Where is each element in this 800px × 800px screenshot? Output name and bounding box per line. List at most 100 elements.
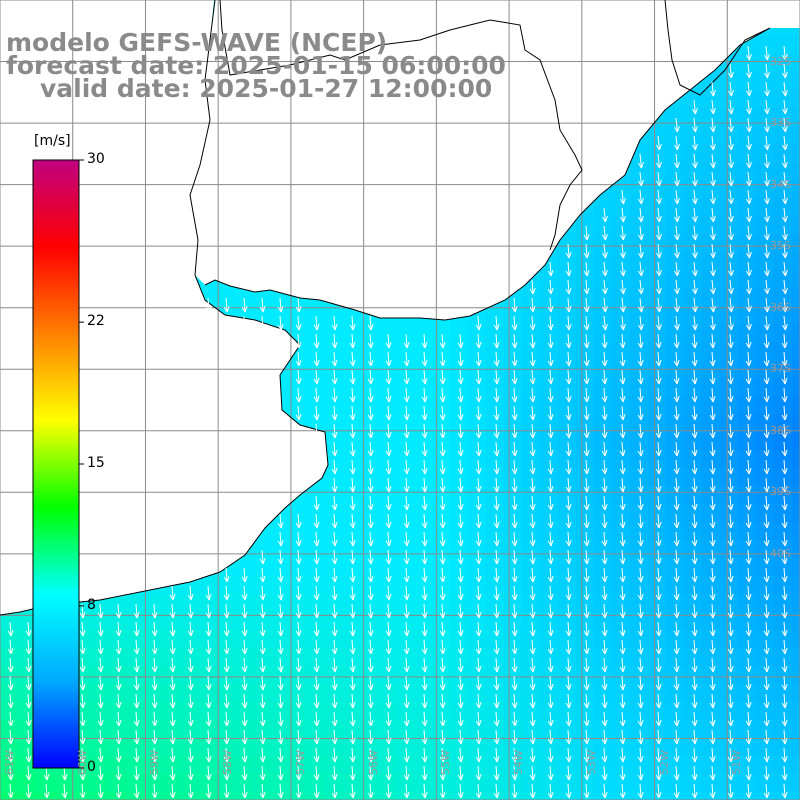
wind-arrow [746, 81, 752, 97]
wind-arrow [385, 585, 392, 601]
wind-arrow [349, 657, 356, 673]
wind-arrow [259, 549, 266, 565]
wind-speed-cell [702, 720, 721, 739]
wind-speed-cell [576, 522, 595, 541]
wind-speed-cell [414, 720, 433, 739]
wind-arrow [403, 765, 410, 781]
wind-arrow [403, 783, 410, 799]
wind-arrow [709, 459, 716, 475]
wind-speed-cell [738, 558, 757, 577]
wind-arrow [349, 315, 356, 331]
wind-arrow [277, 657, 284, 673]
wind-arrow [692, 189, 698, 205]
wind-speed-cell [720, 342, 739, 361]
wind-arrow [619, 333, 626, 349]
wind-arrow [115, 657, 122, 673]
wind-arrow [709, 531, 716, 547]
wind-speed-cell [306, 504, 325, 523]
wind-arrow [43, 783, 50, 799]
wind-speed-cell [414, 594, 433, 613]
wind-speed-cell [792, 576, 800, 595]
wind-speed-cell [648, 198, 667, 217]
wind-arrow [637, 621, 644, 637]
wind-arrow [709, 693, 716, 709]
wind-speed-cell [702, 702, 721, 721]
wind-arrow [656, 153, 662, 169]
wind-arrow [187, 711, 194, 727]
wind-speed-cell [702, 270, 721, 289]
wind-arrow [439, 441, 446, 457]
wind-speed-cell [612, 342, 631, 361]
wind-speed-cell [666, 486, 685, 505]
wind-arrow [781, 657, 788, 673]
wind-arrow [205, 621, 212, 637]
wind-arrow [367, 549, 374, 565]
wind-speed-cell [414, 576, 433, 595]
wind-arrow [655, 675, 662, 691]
wind-speed-cell [252, 648, 271, 667]
wind-arrow [475, 783, 482, 799]
wind-arrow [529, 351, 536, 367]
wind-arrow [601, 369, 608, 385]
wind-arrow [511, 567, 518, 583]
wind-arrow [367, 441, 374, 457]
wind-arrow [295, 405, 302, 421]
wind-arrow [565, 675, 572, 691]
wind-speed-cell [666, 234, 685, 253]
wind-arrow [728, 279, 734, 295]
wind-speed-cell [486, 594, 505, 613]
wind-speed-cell [0, 756, 19, 775]
wind-speed-cell [558, 450, 577, 469]
wind-speed-cell [594, 558, 613, 577]
wind-speed-cell [450, 324, 469, 343]
wind-arrow [403, 333, 410, 349]
wind-arrow [781, 639, 788, 655]
wind-speed-cell [288, 774, 307, 793]
wind-arrow [97, 675, 104, 691]
wind-speed-cell [774, 90, 793, 109]
colorbar-tick-label: 8 [87, 596, 96, 613]
wind-speed-cell [540, 666, 559, 685]
wind-speed-cell [702, 234, 721, 253]
wind-arrow [25, 675, 32, 691]
wind-arrow [439, 585, 446, 601]
wind-speed-cell [738, 684, 757, 703]
wind-speed-cell [756, 342, 775, 361]
wind-speed-cell [756, 774, 775, 793]
wind-speed-cell [414, 774, 433, 793]
wind-speed-cell [648, 486, 667, 505]
wind-arrow [331, 477, 338, 493]
wind-speed-cell [162, 612, 181, 631]
wind-arrow [133, 675, 140, 691]
wind-speed-cell [558, 270, 577, 289]
wind-arrow [781, 477, 788, 493]
wind-arrow [475, 441, 482, 457]
wind-speed-cell [216, 774, 235, 793]
wind-speed-cell [558, 666, 577, 685]
wind-speed-cell [378, 612, 397, 631]
wind-speed-cell [486, 576, 505, 595]
wind-arrow [709, 639, 716, 655]
wind-arrow [493, 459, 500, 475]
wind-speed-cell [0, 630, 19, 649]
wind-speed-cell [342, 450, 361, 469]
wind-speed-cell [396, 432, 415, 451]
wind-arrow [746, 135, 752, 151]
wind-arrow [763, 729, 770, 745]
wind-speed-cell [90, 630, 109, 649]
wind-speed-cell [738, 108, 757, 127]
wind-speed-cell [720, 234, 739, 253]
wind-speed-cell [756, 666, 775, 685]
wind-speed-cell [216, 756, 235, 775]
wind-speed-cell [558, 720, 577, 739]
wind-speed-cell [792, 90, 800, 109]
wind-speed-cell [324, 594, 343, 613]
wind-speed-cell [360, 504, 379, 523]
wind-arrow [511, 423, 518, 439]
wind-arrow [565, 747, 572, 763]
wind-arrow [764, 99, 770, 115]
wind-speed-cell [792, 630, 800, 649]
wind-arrow [547, 387, 554, 403]
wind-arrow [565, 657, 572, 673]
wind-arrow [457, 495, 464, 511]
